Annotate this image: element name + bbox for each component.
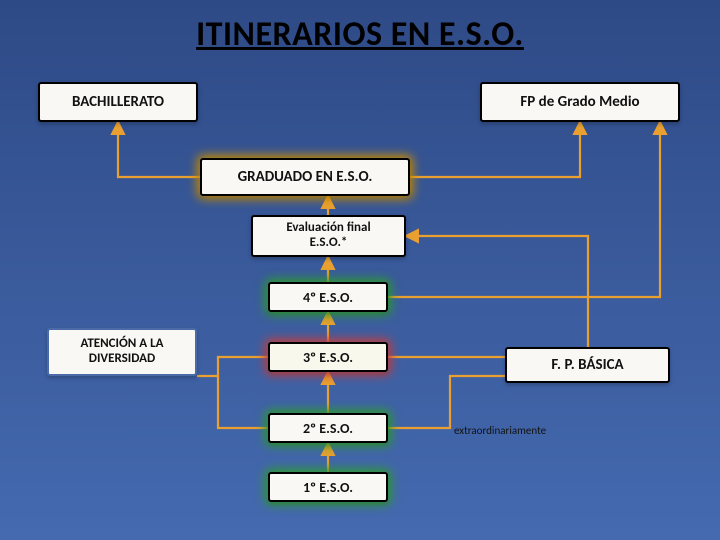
box-fp_medio: FP de Grado Medio [480, 82, 680, 122]
box-eso3: 3º E.S.O. [268, 342, 388, 372]
label-extraord: extraordinariamente [454, 424, 546, 437]
page-title: ITINERARIOS EN E.S.O. [0, 14, 720, 55]
box-eso2: 2º E.S.O. [268, 413, 388, 443]
box-graduado: GRADUADO EN E.S.O. [200, 158, 410, 196]
box-eso1: 1º E.S.O. [268, 472, 388, 502]
arrows-layer [0, 0, 720, 540]
box-atencion: ATENCIÓN A LADIVERSIDAD [47, 328, 197, 376]
box-eval_final: Evaluación finalE.S.O.* [251, 215, 406, 257]
box-eso4: 4º E.S.O. [268, 282, 388, 312]
diagram-stage: ITINERARIOS EN E.S.O. BACHILLERATO FP de … [0, 0, 720, 540]
box-fp_basica: F. P. BÁSICA [505, 347, 670, 383]
box-bachillerato: BACHILLERATO [38, 82, 198, 122]
